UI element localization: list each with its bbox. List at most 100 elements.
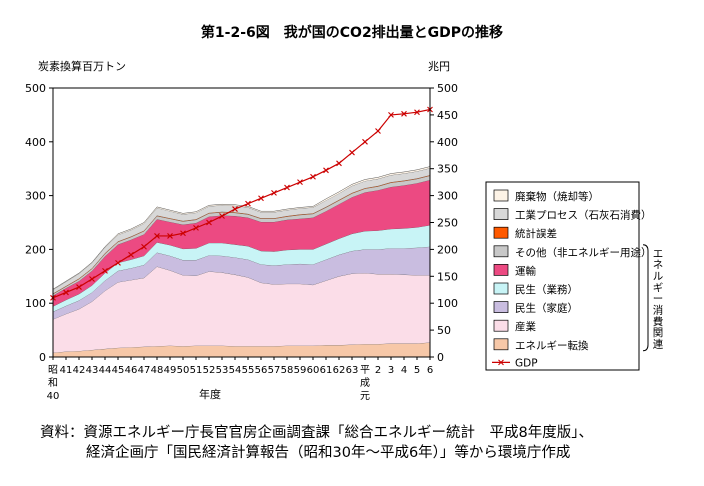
gdp-point: [284, 184, 290, 191]
gdp-point: [362, 138, 368, 145]
source-note-line-2: 経済企画庁「国民経済計算報告（昭和30年～平成6年）」等から環境庁作成: [86, 445, 571, 461]
x-tick-label: 61: [320, 365, 333, 376]
area-series-5: [53, 175, 430, 296]
gdp-point: [115, 259, 121, 266]
legend-swatch: [493, 245, 509, 258]
y-tick-label-right: 100: [437, 297, 458, 310]
gdp-point: [401, 110, 407, 117]
x-tick-label: 3: [388, 365, 394, 376]
bracket-label-char: ギ: [653, 282, 664, 294]
x-tick-label: 45: [112, 365, 125, 376]
bracket-label-char: 消: [653, 303, 664, 316]
y-axis-label-right: 兆円: [428, 60, 450, 73]
source-note-line-1: 資料：資源エネルギー庁長官官房企画調査課「総合エネルギー統計 平成8年度版」、: [40, 425, 593, 441]
x-tick-label: 52: [203, 365, 216, 376]
gdp-point: [219, 213, 225, 219]
x-tick-label-first: 和: [48, 377, 58, 389]
bracket-label-char: ー: [653, 293, 664, 305]
legend-label: エネルギー転換: [515, 340, 589, 352]
area-series-2: [53, 246, 430, 320]
x-tick-label: 4: [401, 365, 407, 376]
y-tick-label-left: 0: [39, 351, 46, 364]
gdp-point: [323, 167, 329, 174]
x-tick-label: 46: [125, 365, 138, 376]
bracket-label-char: エ: [653, 248, 664, 260]
legend-label: 運輸: [515, 264, 536, 277]
legend-bracket: [642, 244, 649, 352]
y-tick-label-right: 50: [437, 324, 451, 337]
x-tick-label: 50: [177, 365, 190, 376]
x-tick-label: 42: [73, 365, 86, 376]
area-series-0: [53, 342, 430, 357]
gdp-point: [167, 233, 173, 239]
x-tick-label: 5: [414, 365, 420, 376]
gdp-point: [297, 179, 303, 186]
x-tick-label-first: 40: [47, 391, 60, 402]
gdp-point: [128, 251, 134, 258]
area-layers: [52, 166, 431, 357]
gdp-point: [258, 195, 264, 202]
legend-swatch: [493, 301, 509, 313]
gdp-point: [193, 224, 199, 231]
gdp-point: [206, 219, 212, 226]
x-tick-label: 48: [151, 365, 164, 376]
chart-title: 第1-2-6図 我が国のCO2排出量とGDPの推移: [201, 24, 503, 41]
y-tick-label-right: 0: [437, 351, 444, 364]
gdp-point: [414, 109, 420, 116]
x-tick-label: 60: [307, 365, 320, 376]
x-tick-label: 57: [268, 365, 281, 376]
legend-label: 統計誤差: [515, 227, 557, 240]
gdp-point: [245, 200, 251, 207]
y-tick-label-left: 500: [25, 82, 46, 95]
legend-label-gdp: GDP: [515, 357, 538, 369]
bracket-label-char: ネ: [653, 259, 664, 271]
gdp-line-group: [50, 106, 433, 301]
gdp-point: [63, 289, 69, 296]
legend-label: 工業プロセス（石灰石消費）: [515, 209, 652, 222]
gdp-point: [388, 112, 394, 118]
y-tick-label-right: 450: [437, 109, 458, 122]
y-tick-label-left: 300: [25, 190, 46, 203]
gdp-point: [232, 206, 238, 212]
legend-label: 民生（業務）: [515, 283, 578, 296]
axes: 0100200300400500050100150200250300350400…: [25, 82, 458, 402]
gdp-point: [141, 243, 147, 250]
y-tick-label-right: 500: [437, 82, 458, 95]
x-tick-label: 51: [190, 365, 203, 376]
x-tick-label: 41: [60, 365, 73, 376]
x-tick-label: 53: [216, 365, 229, 376]
gdp-point: [180, 230, 186, 237]
y-tick-label-right: 400: [437, 136, 458, 149]
gdp-point: [349, 149, 355, 156]
gdp-point: [336, 160, 342, 167]
x-tick-label: 59: [294, 365, 307, 376]
legend-box: [485, 181, 640, 371]
area-series-4: [53, 179, 430, 307]
x-tick-label: 47: [138, 365, 151, 376]
legend-label: その他（非エネルギー用途）: [515, 246, 652, 259]
y-axis-label-left: 炭素換算百万トン: [38, 59, 126, 73]
legend-swatch: [493, 226, 509, 239]
y-tick-label-right: 250: [437, 217, 458, 230]
y-tick-label-left: 100: [25, 297, 46, 310]
x-axis-label: 年度: [199, 387, 221, 401]
legend-swatch: [493, 208, 509, 220]
area-outline-8: [52, 166, 431, 290]
x-tick-label: 2: [375, 365, 381, 376]
bracket-label-char: 関: [653, 327, 664, 339]
legend-swatch: [493, 189, 509, 202]
x-tick-label: 56: [255, 365, 268, 376]
gdp-point: [102, 268, 108, 274]
gdp-point: [89, 276, 95, 282]
legend-swatch: [493, 282, 509, 295]
x-tick-label: 6: [427, 365, 433, 376]
x-tick-label: 43: [86, 365, 99, 376]
bracket-label-char: 連: [653, 337, 664, 350]
x-tick-label: 55: [242, 365, 255, 376]
x-tick-label: 63: [346, 365, 359, 376]
x-tick-label-heisei: 成: [360, 377, 370, 389]
legend-swatch: [493, 319, 509, 332]
area-series-3: [53, 225, 430, 312]
area-series-1: [53, 266, 430, 353]
